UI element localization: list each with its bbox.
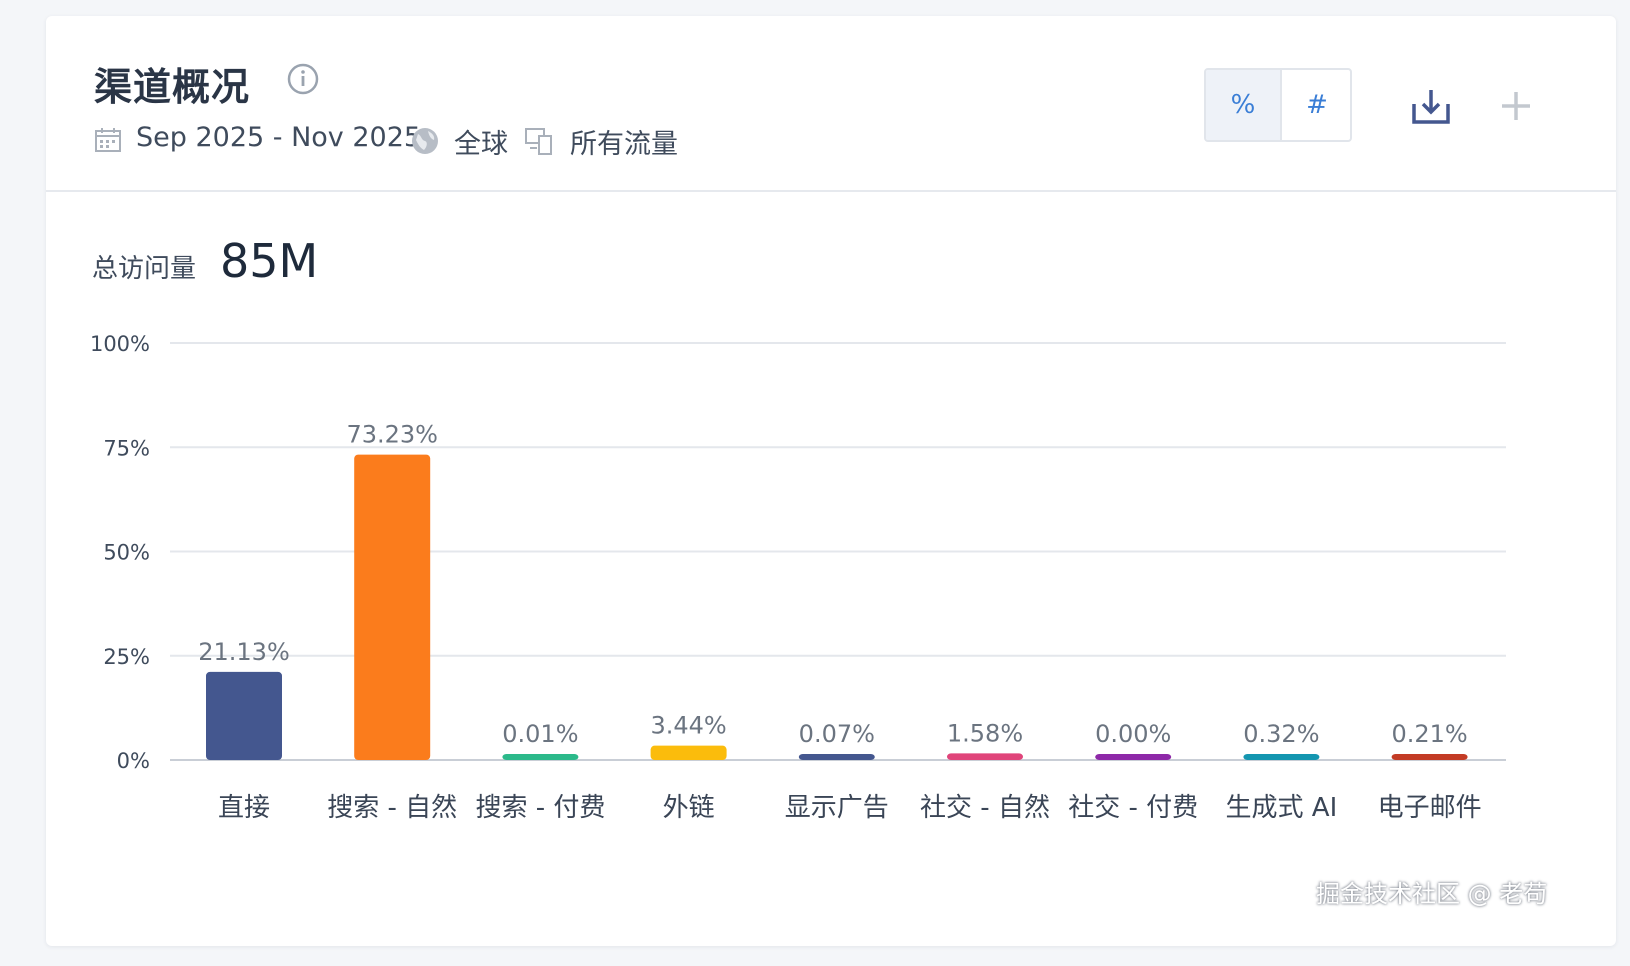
x-tick-label: 社交 - 自然	[920, 793, 1050, 823]
plus-icon[interactable]	[1498, 88, 1534, 124]
bar	[206, 671, 282, 760]
percent-toggle-button[interactable]: %	[1206, 70, 1282, 140]
bar	[1243, 754, 1320, 760]
bar	[650, 745, 727, 760]
data-label: 73.23%	[346, 421, 438, 449]
date-range[interactable]: Sep 2025 - Nov 2025	[136, 122, 422, 153]
data-label: 21.13%	[198, 638, 290, 666]
info-icon[interactable]	[286, 62, 320, 96]
data-label: 0.00%	[1095, 720, 1171, 748]
y-tick-label: 75%	[103, 436, 150, 460]
x-tick-label: 外链	[663, 793, 715, 823]
data-label: 1.58%	[947, 719, 1023, 747]
data-label: 0.07%	[799, 720, 875, 748]
channel-bar-chart: 0% 25% 50% 75% 100% 21.13% 直接 73.23% 搜索 - 自然 0.01…	[90, 332, 1506, 823]
download-icon[interactable]	[1410, 86, 1452, 128]
number-toggle-button[interactable]: #	[1306, 90, 1328, 120]
card-header: 渠道概况 Sep 2025 - Nov 2025 全球	[46, 16, 1616, 192]
bar	[502, 754, 579, 760]
bar	[1095, 754, 1172, 760]
metric-toggle: % #	[1204, 68, 1352, 142]
calendar-icon	[95, 128, 121, 152]
channel-overview-card: 渠道概况 Sep 2025 - Nov 2025 全球	[46, 16, 1616, 946]
card-title: 渠道概况	[94, 65, 251, 109]
x-tick-label: 显示广告	[785, 793, 889, 823]
x-tick-label: 搜索 - 付费	[475, 793, 605, 823]
x-tick-label: 电子邮件	[1378, 793, 1482, 823]
total-visits-value: 85M	[220, 234, 319, 288]
y-tick-label: 25%	[103, 645, 150, 669]
globe-icon	[412, 128, 438, 154]
watermark: 掘金技术社区 @ 老苟	[1316, 880, 1548, 908]
x-tick-label: 生成式 AI	[1226, 793, 1338, 823]
data-label: 0.01%	[502, 720, 578, 748]
region[interactable]: 全球	[454, 129, 508, 160]
data-label: 0.21%	[1391, 720, 1467, 748]
traffic-type[interactable]: 所有流量	[570, 129, 678, 160]
bar	[798, 754, 875, 760]
bar	[947, 753, 1023, 760]
bar	[354, 454, 431, 760]
total-visits-label: 总访问量	[92, 254, 197, 284]
data-label: 0.32%	[1243, 720, 1319, 748]
y-tick-label: 0%	[117, 749, 150, 773]
x-tick-label: 社交 - 付费	[1068, 793, 1198, 823]
x-tick-label: 搜索 - 自然	[327, 793, 457, 823]
y-tick-label: 50%	[103, 541, 150, 565]
bar	[1391, 754, 1468, 760]
data-label: 3.44%	[650, 712, 726, 740]
x-tick-label: 直接	[218, 793, 270, 823]
y-tick-label: 100%	[90, 332, 150, 356]
devices-icon	[525, 128, 552, 155]
